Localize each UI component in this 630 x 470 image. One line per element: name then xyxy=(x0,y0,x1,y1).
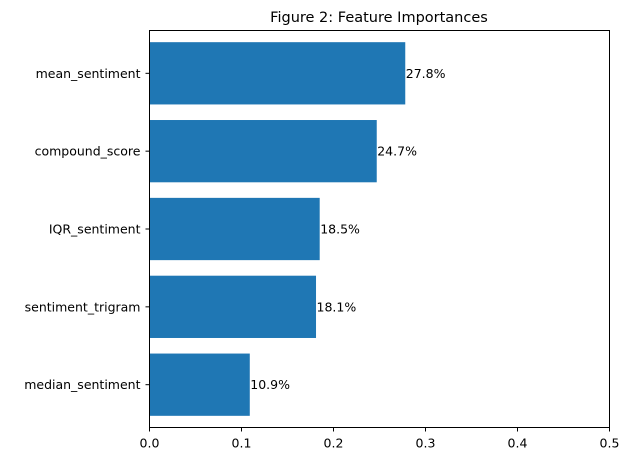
data-label-compound-score: 24.7% xyxy=(377,144,417,159)
x-tick-label: 0.4 xyxy=(508,436,528,451)
data-label-IQR-sentiment: 18.5% xyxy=(320,222,360,237)
bar-compound-score xyxy=(149,120,377,183)
x-tick-label: 0.5 xyxy=(600,436,620,451)
chart-title: Figure 2: Feature Importances xyxy=(270,10,488,26)
bar-IQR-sentiment xyxy=(149,197,320,261)
y-axis: mean_sentiment compound_score IQR_sentimen… xyxy=(24,66,150,392)
data-label-mean-sentiment: 27.8% xyxy=(406,66,446,81)
x-tick-label: 0.0 xyxy=(140,436,160,451)
y-tick-label: sentiment_trigram xyxy=(25,299,141,314)
y-tick-label: compound_score xyxy=(35,144,141,159)
x-axis: 0.0 0.1 0.2 0.3 0.4 0.5 xyxy=(140,427,620,451)
y-tick-label: mean_sentiment xyxy=(36,66,141,81)
y-tick-label: IQR_sentiment xyxy=(49,222,141,237)
x-tick-label: 0.1 xyxy=(232,436,252,451)
bars-group: 27.8% 24.7% 18.5% 18.1% 10.9% xyxy=(149,42,446,416)
x-tick-label: 0.3 xyxy=(416,436,436,451)
plot-frame xyxy=(149,30,610,428)
y-tick-label: median_sentiment xyxy=(24,377,140,392)
x-tick-label: 0.2 xyxy=(324,436,344,451)
bar-sentiment-trigram xyxy=(149,275,317,338)
data-label-median-sentiment: 10.9% xyxy=(250,377,290,392)
bar-median-sentiment xyxy=(149,353,250,416)
data-label-sentiment-trigram: 18.1% xyxy=(317,299,357,314)
bar-mean-sentiment xyxy=(149,42,406,105)
